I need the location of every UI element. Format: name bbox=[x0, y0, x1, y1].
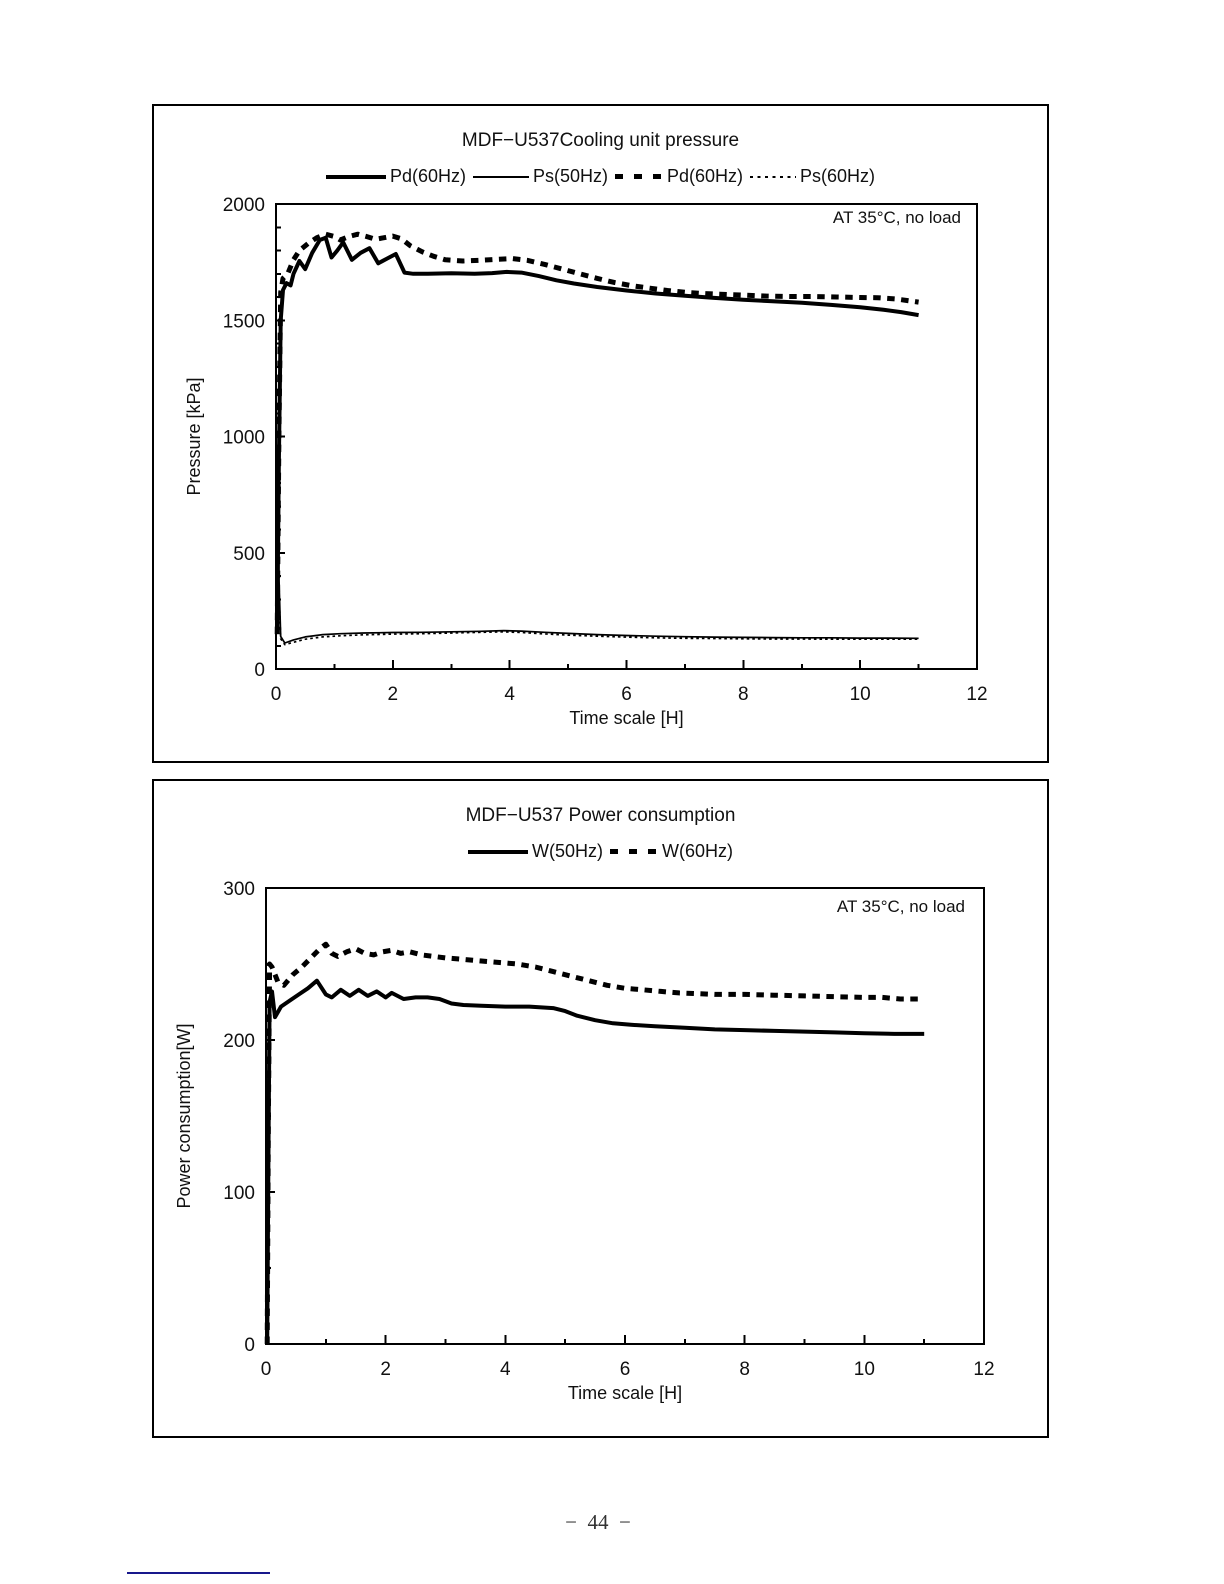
pressure-chart-title: MDF−U537Cooling unit pressure bbox=[461, 130, 740, 151]
y-tick-label: 1000 bbox=[223, 428, 265, 449]
legend-item: W(50Hz) bbox=[468, 841, 603, 862]
x-tick-label: 4 bbox=[500, 1359, 511, 1380]
x-tick-label: 10 bbox=[850, 684, 871, 705]
y-tick-label: 1500 bbox=[223, 311, 265, 332]
x-tick-label: 6 bbox=[620, 1359, 631, 1380]
x-tick-label: 6 bbox=[621, 684, 632, 705]
y-tick-label: 0 bbox=[254, 660, 265, 681]
pressure-chart-panel: MDF−U537Cooling unit pressure Pd(60Hz) Ps… bbox=[152, 104, 1049, 763]
y-tick-label: 0 bbox=[244, 1335, 255, 1356]
x-tick-label: 12 bbox=[973, 1359, 994, 1380]
pressure-chart-plot: 0 2 4 6 8 10 12 0 500 1000 1500 2000 Time scale [H] P… bbox=[184, 195, 988, 728]
legend-line-sample-icon bbox=[325, 174, 386, 179]
y-tick-label: 200 bbox=[223, 1031, 255, 1052]
legend-line-sample-icon bbox=[750, 175, 797, 178]
y-tick-label: 500 bbox=[233, 544, 265, 565]
y-axis-title: Pressure [kPa] bbox=[184, 377, 204, 495]
footnote-rule bbox=[127, 1572, 270, 1574]
y-tick-label: 100 bbox=[223, 1183, 255, 1204]
x-axis-title: Time scale [H] bbox=[568, 1383, 682, 1403]
y-axis-title: Power consumption[W] bbox=[174, 1023, 194, 1208]
series-line-w-50hz- bbox=[265, 978, 925, 1345]
plot-frame bbox=[275, 203, 978, 670]
series-line-ps-60hz- bbox=[276, 448, 919, 646]
legend-item: Ps(50Hz) bbox=[472, 166, 608, 187]
x-tick-label: 8 bbox=[738, 684, 749, 705]
y-tick-label: 2000 bbox=[223, 195, 265, 216]
x-tick-label: 0 bbox=[271, 684, 282, 705]
series-line-pd-60hz- bbox=[275, 235, 919, 635]
x-tick-label: 4 bbox=[504, 684, 515, 705]
x-tick-label: 10 bbox=[854, 1359, 875, 1380]
power-chart-annotation: AT 35°C, no load bbox=[836, 897, 965, 916]
legend-item: Pd(60Hz) bbox=[325, 166, 466, 187]
x-tick-label: 8 bbox=[739, 1359, 750, 1380]
legend-item: W(60Hz) bbox=[610, 841, 733, 862]
x-axis-title: Time scale [H] bbox=[569, 708, 683, 728]
legend-item: Pd(60Hz) bbox=[615, 166, 743, 187]
legend-label: Pd(60Hz) bbox=[389, 166, 466, 186]
legend-label: W(50Hz) bbox=[532, 841, 603, 861]
legend-line-sample-icon bbox=[615, 174, 663, 179]
x-tick-label: 2 bbox=[388, 684, 399, 705]
series-line-pd-60hz- bbox=[274, 231, 919, 635]
legend-label: W(60Hz) bbox=[662, 841, 733, 861]
power-chart-title: MDF−U537 Power consumption bbox=[465, 805, 736, 826]
page-number: − 44 − bbox=[565, 1510, 631, 1534]
legend-label: Ps(60Hz) bbox=[800, 166, 876, 186]
series-line-w-60hz- bbox=[264, 941, 925, 1345]
x-tick-label: 0 bbox=[261, 1359, 272, 1380]
series-line-ps-50hz- bbox=[276, 448, 919, 644]
legend-item: Ps(60Hz) bbox=[750, 166, 875, 187]
legend-line-sample-icon bbox=[468, 849, 528, 854]
y-tick-label: 300 bbox=[223, 879, 255, 900]
x-tick-label: 12 bbox=[966, 684, 987, 705]
legend-label: Ps(50Hz) bbox=[532, 166, 608, 186]
legend-label: Pd(60Hz) bbox=[667, 166, 744, 186]
pressure-chart-legend: Pd(60Hz) Ps(50Hz) Pd(60Hz) Ps(60Hz) bbox=[154, 166, 1047, 187]
pressure-chart-annotation: AT 35°C, no load bbox=[832, 208, 961, 227]
legend-line-sample-icon bbox=[472, 175, 529, 178]
power-chart-legend: W(50Hz) W(60Hz) bbox=[154, 841, 1047, 862]
power-chart-panel: MDF−U537 Power consumption W(50Hz) W(60Hz… bbox=[152, 779, 1049, 1438]
power-chart-plot: 0 2 4 6 8 10 12 0 100 200 300 Time scale [H] Power c… bbox=[174, 879, 995, 1403]
legend-line-sample-icon bbox=[610, 849, 658, 854]
x-tick-label: 2 bbox=[380, 1359, 391, 1380]
